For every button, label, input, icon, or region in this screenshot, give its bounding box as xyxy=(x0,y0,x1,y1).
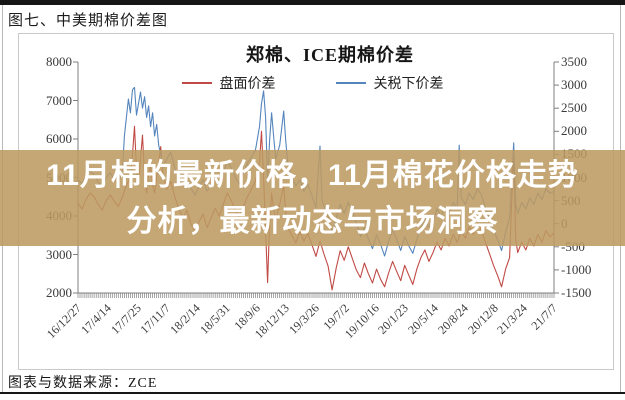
data-source-note: 图表与数据来源：ZCE xyxy=(8,376,158,391)
headline-text: 11月棉的最新价格，11月棉花价格走势分析，最新动态与市场洞察 xyxy=(46,158,579,238)
y-axis-left-tick-label: 7000 xyxy=(46,92,72,108)
blue-line-swatch-icon xyxy=(335,82,366,84)
y-axis-left-tick-label: 6000 xyxy=(46,131,72,146)
y-axis-right-tick-label: -1000 xyxy=(561,261,592,277)
y-axis-right-tick-label: 2500 xyxy=(561,100,587,116)
figure-caption: 图七、中美期棉价差图 xyxy=(8,13,169,29)
chart-title: 郑棉、ICE期棉价差 xyxy=(245,45,414,65)
y-axis-left-tick-label: 8000 xyxy=(46,54,72,69)
red-line-swatch-icon xyxy=(181,82,212,84)
y-axis-left-tick-label: 3000 xyxy=(46,246,72,262)
headline-overlay: 11月棉的最新价格，11月棉花价格走势分析，最新动态与市场洞察 xyxy=(0,150,625,246)
legend-item-onboard-spread: 盘面价差 xyxy=(181,73,276,93)
legend-label: 关税下价差 xyxy=(373,77,444,92)
y-axis-right-tick-label: -1500 xyxy=(561,285,592,300)
legend-item-tariff-spread: 关税下价差 xyxy=(335,73,444,93)
y-axis-right-tick-label: 2000 xyxy=(561,123,587,139)
legend-label: 盘面价差 xyxy=(219,77,276,92)
chart-legend: 盘面价差 关税下价差 xyxy=(0,73,625,93)
y-axis-left-tick-label: 2000 xyxy=(46,285,72,300)
bottom-black-line xyxy=(0,392,625,394)
y-axis-right-tick-label: 3500 xyxy=(561,54,587,69)
y-axis-right-tick-label: 3000 xyxy=(561,77,587,93)
top-black-bar xyxy=(0,0,625,5)
